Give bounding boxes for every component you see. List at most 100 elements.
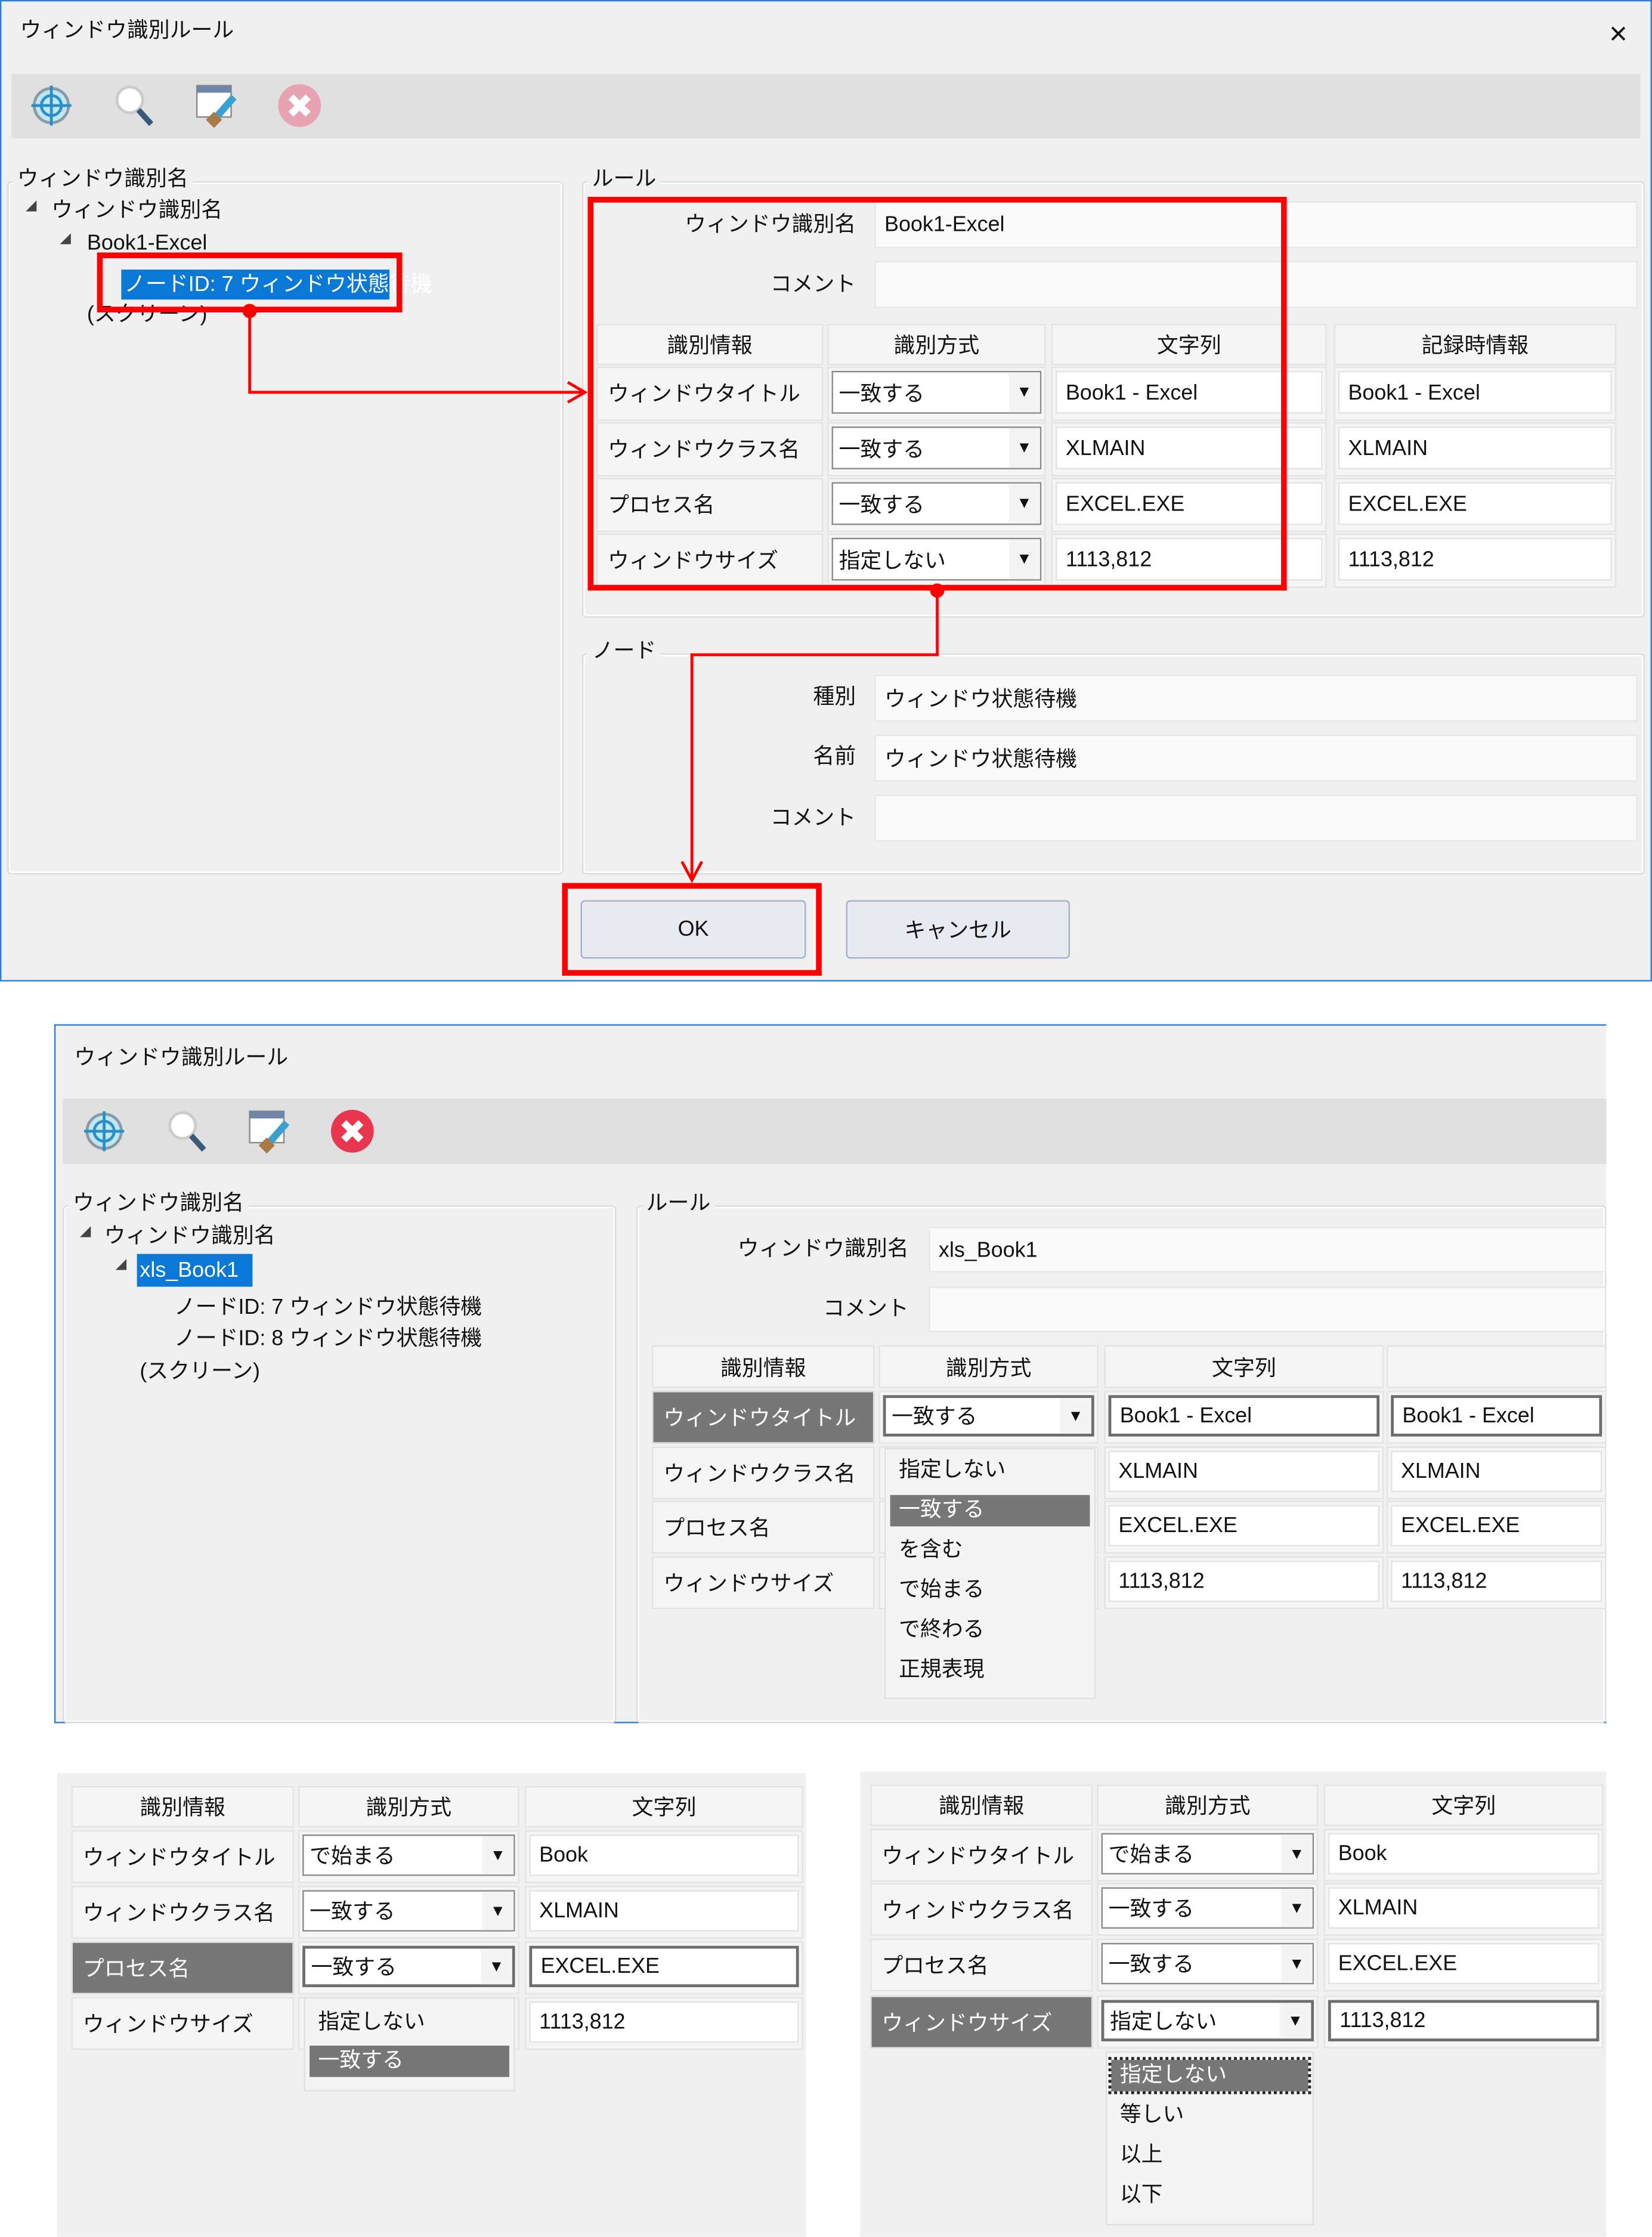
- dropdown-option[interactable]: を含む: [898, 1537, 963, 1563]
- dropdown-option[interactable]: 正規表現: [898, 1657, 985, 1682]
- method-combobox[interactable]: 指定しない ▼: [831, 537, 1042, 581]
- string-input[interactable]: 1113,812: [1108, 1560, 1380, 1602]
- close-circle-icon[interactable]: [330, 1109, 376, 1155]
- dropdown-arrow-icon[interactable]: ▼: [1279, 2003, 1311, 2039]
- crosshair-target-icon[interactable]: [29, 83, 75, 129]
- row-label: ウィンドウサイズ: [652, 1556, 875, 1610]
- dropdown-arrow-icon[interactable]: ▼: [1008, 539, 1040, 580]
- dropdown-option[interactable]: で始まる: [898, 1577, 985, 1602]
- method-combobox[interactable]: 一致する ▼: [831, 482, 1042, 525]
- dropdown-arrow-icon[interactable]: ▼: [482, 1836, 514, 1875]
- method-combobox[interactable]: 一致する ▼: [302, 1945, 515, 1988]
- string-input[interactable]: XLMAIN: [1056, 426, 1323, 469]
- dropdown-option[interactable]: 以下: [1119, 2182, 1163, 2207]
- recorded-value: Book1 - Excel: [1391, 1395, 1602, 1437]
- dropdown-arrow-icon[interactable]: ▼: [1281, 1889, 1313, 1927]
- magnifier-search-icon[interactable]: [112, 83, 157, 129]
- method-combobox[interactable]: で始まる ▼: [1101, 1833, 1314, 1875]
- ok-button[interactable]: OK: [580, 900, 806, 959]
- comment-input[interactable]: [874, 261, 1638, 308]
- rule-group: [581, 181, 1645, 618]
- string-input[interactable]: EXCEL.EXE: [1108, 1505, 1380, 1546]
- tree-item-root[interactable]: ウィンドウ識別名: [51, 198, 223, 223]
- row-label: ウィンドウタイトル: [71, 1830, 294, 1883]
- window-name-input[interactable]: Book1-Excel: [874, 201, 1638, 249]
- dropdown-arrow-icon[interactable]: ▼: [1281, 1944, 1313, 1983]
- close-icon[interactable]: ×: [1609, 16, 1628, 52]
- string-input[interactable]: 1113,812: [1056, 537, 1323, 581]
- column-header: 識別情報: [71, 1786, 294, 1828]
- tree-item-root[interactable]: ウィンドウ識別名: [104, 1224, 276, 1248]
- method-combobox[interactable]: 一致する ▼: [1101, 1942, 1314, 1985]
- tree-group-2: [63, 1205, 617, 1724]
- combobox-value: 一致する: [1108, 1953, 1195, 1978]
- dropdown-option[interactable]: 指定しない: [318, 2010, 425, 2034]
- tree-item-book1-excel[interactable]: Book1-Excel: [86, 231, 208, 256]
- dropdown-arrow-icon[interactable]: ▼: [481, 1948, 512, 1985]
- string-input[interactable]: XLMAIN: [1108, 1450, 1380, 1493]
- column-header: [1387, 1345, 1607, 1388]
- window-brush-icon[interactable]: [194, 83, 240, 129]
- dropdown-arrow-icon[interactable]: ▼: [1060, 1398, 1091, 1434]
- tree-item-xls-book1[interactable]: xls_Book1: [137, 1254, 253, 1287]
- node-name-input[interactable]: ウィンドウ状態待機: [874, 734, 1638, 782]
- recorded-value: XLMAIN: [1338, 426, 1612, 469]
- string-input[interactable]: Book1 - Excel: [1108, 1395, 1380, 1437]
- dropdown-arrow-icon[interactable]: ▼: [1281, 1834, 1313, 1873]
- dropdown-arrow-icon[interactable]: ▼: [1008, 428, 1040, 468]
- method-combobox[interactable]: 一致する ▼: [831, 426, 1042, 469]
- string-input[interactable]: Book: [1328, 1833, 1600, 1875]
- column-header: 識別情報: [596, 323, 824, 366]
- tree-item-node-7[interactable]: ノードID: 7 ウィンドウ状態待機: [174, 1295, 482, 1320]
- method-combobox[interactable]: 一致する ▼: [831, 370, 1042, 414]
- dropdown-option[interactable]: 指定しない: [898, 1458, 1006, 1483]
- string-input[interactable]: EXCEL.EXE: [1056, 482, 1323, 525]
- magnifier-search-icon[interactable]: [164, 1109, 210, 1155]
- cancel-button[interactable]: キャンセル: [846, 900, 1070, 959]
- dropdown-option[interactable]: 等しい: [1119, 2102, 1184, 2127]
- node-comment-input[interactable]: [874, 794, 1638, 842]
- node-name-label: 名前: [813, 744, 856, 769]
- dropdown-option[interactable]: で終わる: [898, 1617, 985, 1642]
- method-combobox[interactable]: で始まる ▼: [302, 1834, 515, 1876]
- comment-input[interactable]: [929, 1286, 1607, 1333]
- row-label: ウィンドウタイトル: [870, 1828, 1093, 1882]
- dropdown-arrow-icon[interactable]: ▼: [1008, 483, 1040, 524]
- dropdown-option[interactable]: 一致する: [310, 2046, 509, 2077]
- tree-item-node-8[interactable]: ノードID: 8 ウィンドウ状態待機: [174, 1326, 482, 1351]
- string-input[interactable]: Book: [529, 1834, 799, 1876]
- string-input[interactable]: EXCEL.EXE: [1328, 1942, 1600, 1985]
- dropdown-arrow-icon[interactable]: ▼: [1008, 372, 1040, 413]
- window-title-2: ウィンドウ識別ルール: [74, 1045, 289, 1070]
- tree-item-screen[interactable]: (スクリーン): [140, 1359, 260, 1384]
- window-brush-icon[interactable]: [247, 1109, 293, 1155]
- tree-item-node-7[interactable]: ノードID: 7 ウィンドウ状態待機: [121, 270, 432, 300]
- method-combobox[interactable]: 一致する ▼: [883, 1395, 1094, 1437]
- combobox-value: 一致する: [839, 437, 925, 462]
- comment-label: コメント: [823, 1297, 909, 1321]
- method-combobox[interactable]: 指定しない ▼: [1101, 2000, 1314, 2041]
- dropdown-option[interactable]: 一致する: [890, 1495, 1090, 1527]
- string-input[interactable]: Book1 - Excel: [1056, 370, 1323, 414]
- window-title: ウィンドウ識別ルール: [20, 18, 234, 43]
- node-comment-label: コメント: [770, 806, 856, 831]
- string-input[interactable]: XLMAIN: [1328, 1887, 1600, 1929]
- string-input[interactable]: EXCEL.EXE: [529, 1945, 799, 1988]
- window-name-input[interactable]: xls_Book1: [929, 1227, 1607, 1273]
- dropdown-option[interactable]: 以上: [1119, 2142, 1163, 2167]
- combobox-value: 指定しない: [1109, 2010, 1217, 2034]
- column-header: 記録時情報: [1334, 323, 1617, 366]
- method-combobox[interactable]: 一致する ▼: [1101, 1887, 1314, 1929]
- crosshair-target-icon[interactable]: [81, 1109, 127, 1155]
- method-combobox[interactable]: 一致する ▼: [302, 1890, 515, 1932]
- tree-group-2-label: ウィンドウ識別名: [68, 1192, 249, 1214]
- dropdown-option[interactable]: 指定しない: [1108, 2057, 1311, 2094]
- row-label: ウィンドウサイズ: [71, 1997, 294, 2050]
- string-input[interactable]: XLMAIN: [529, 1890, 799, 1932]
- crosshair-target-icon-graphic: [31, 85, 72, 126]
- string-input[interactable]: 1113,812: [1328, 2000, 1600, 2041]
- tree-group: [7, 181, 564, 875]
- string-input[interactable]: 1113,812: [529, 2001, 799, 2043]
- combobox-value: 一致する: [311, 1956, 397, 1981]
- dropdown-arrow-icon[interactable]: ▼: [482, 1891, 514, 1930]
